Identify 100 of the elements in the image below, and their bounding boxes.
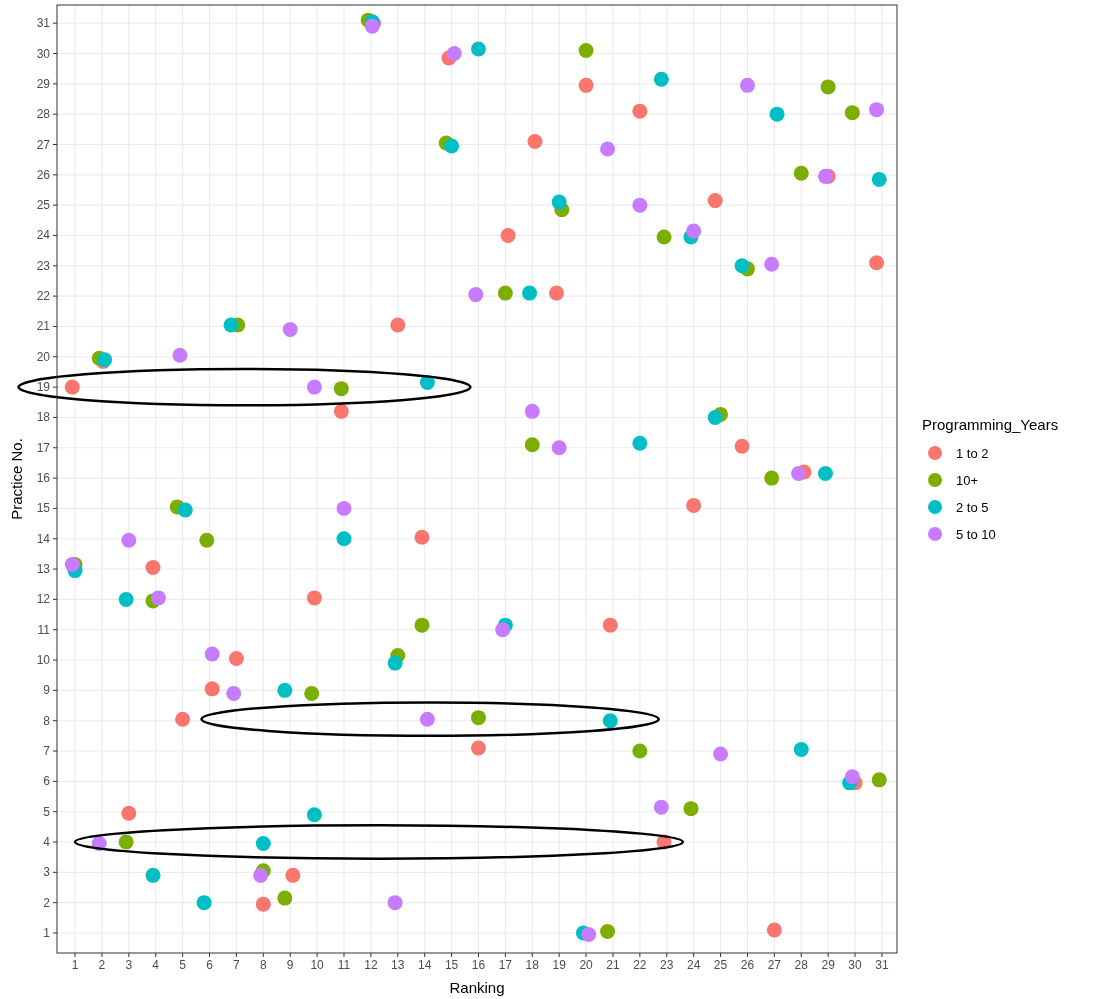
legend-label: 1 to 2 xyxy=(956,446,989,461)
point xyxy=(226,685,242,701)
y-tick-label: 27 xyxy=(36,137,51,152)
point xyxy=(64,379,80,395)
point xyxy=(282,321,298,337)
y-axis-title: Practice No. xyxy=(8,438,25,520)
point xyxy=(632,435,648,451)
y-tick-label: 10 xyxy=(36,653,51,668)
point xyxy=(632,197,648,213)
point xyxy=(844,769,860,785)
point xyxy=(277,682,293,698)
y-tick-label: 30 xyxy=(36,46,51,61)
point xyxy=(204,646,220,662)
point xyxy=(121,805,137,821)
point xyxy=(524,437,540,453)
point xyxy=(551,440,567,456)
x-tick-label: 21 xyxy=(606,958,620,972)
point xyxy=(871,772,887,788)
point xyxy=(869,102,885,118)
point xyxy=(581,927,597,942)
y-tick-label: 12 xyxy=(36,592,51,607)
point xyxy=(844,105,860,121)
x-tick-label: 13 xyxy=(391,958,405,972)
point xyxy=(285,867,301,883)
x-tick-label: 11 xyxy=(337,958,351,972)
y-tick-label: 22 xyxy=(36,289,51,304)
y-tick-label: 21 xyxy=(36,319,51,334)
y-tick-label: 18 xyxy=(36,410,51,425)
point xyxy=(600,923,616,939)
x-tick-label: 29 xyxy=(821,958,836,972)
point xyxy=(578,77,594,93)
y-tick-label: 5 xyxy=(43,804,51,819)
point xyxy=(686,223,702,239)
point xyxy=(602,713,618,729)
point xyxy=(769,106,785,122)
point xyxy=(387,655,403,671)
point xyxy=(255,896,271,912)
point xyxy=(632,743,648,759)
x-tick-label: 23 xyxy=(660,958,674,972)
point xyxy=(444,138,460,154)
x-tick-label: 26 xyxy=(740,958,755,972)
point xyxy=(177,502,193,518)
y-tick-label: 14 xyxy=(36,531,51,546)
y-tick-label: 19 xyxy=(36,380,51,395)
x-tick-label: 10 xyxy=(310,958,325,972)
x-tick-label: 7 xyxy=(233,958,241,972)
y-tick-label: 26 xyxy=(36,167,51,182)
point xyxy=(118,834,134,850)
x-tick-label: 31 xyxy=(875,958,889,972)
point xyxy=(707,193,723,209)
x-tick-label: 9 xyxy=(286,958,294,972)
point xyxy=(734,438,750,454)
point xyxy=(470,740,486,756)
point xyxy=(470,41,486,57)
point xyxy=(551,194,567,210)
y-tick-label: 23 xyxy=(36,258,51,273)
point xyxy=(253,867,269,883)
x-tick-label: 6 xyxy=(206,958,214,972)
point xyxy=(793,742,809,758)
point xyxy=(791,466,807,482)
y-tick-label: 7 xyxy=(43,744,51,759)
point xyxy=(739,77,755,93)
legend-label: 2 to 5 xyxy=(956,500,989,515)
y-tick-label: 9 xyxy=(43,683,51,698)
point xyxy=(817,466,833,482)
point xyxy=(223,317,239,333)
x-tick-label: 20 xyxy=(579,958,594,972)
x-axis-title: Ranking xyxy=(449,979,505,996)
y-tick-label: 4 xyxy=(43,835,51,850)
point xyxy=(306,807,322,823)
point xyxy=(277,890,293,906)
point xyxy=(121,532,137,548)
point xyxy=(419,711,435,727)
point xyxy=(204,681,220,697)
point xyxy=(145,867,161,883)
point xyxy=(196,895,212,911)
point xyxy=(793,165,809,181)
point xyxy=(336,531,352,547)
point xyxy=(653,71,669,87)
point xyxy=(306,590,322,606)
y-tick-label: 20 xyxy=(36,349,51,364)
y-tick-label: 11 xyxy=(37,622,51,637)
x-tick-label: 16 xyxy=(471,958,486,972)
y-tick-label: 25 xyxy=(36,198,51,213)
x-tick-label: 28 xyxy=(794,958,809,972)
point xyxy=(150,590,166,606)
y-tick-label: 28 xyxy=(36,107,51,122)
point xyxy=(707,409,723,425)
point xyxy=(175,711,191,727)
x-tick-label: 30 xyxy=(848,958,863,972)
point xyxy=(387,895,403,911)
point xyxy=(524,403,540,419)
point xyxy=(304,685,320,701)
x-tick-label: 22 xyxy=(633,958,647,972)
y-tick-label: 2 xyxy=(43,895,51,910)
x-tick-label: 17 xyxy=(498,958,513,972)
point xyxy=(495,622,511,638)
point xyxy=(548,285,564,301)
point xyxy=(333,403,349,419)
point xyxy=(336,500,352,516)
